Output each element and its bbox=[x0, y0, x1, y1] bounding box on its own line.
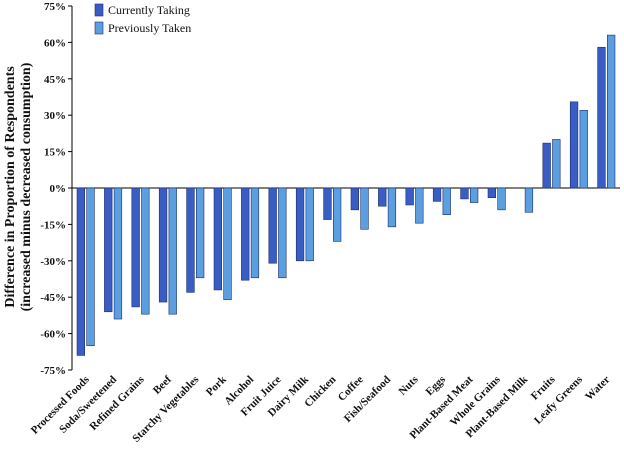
bar bbox=[323, 187, 332, 220]
y-tick-label: -30% bbox=[40, 256, 66, 268]
y-tick-label: 75% bbox=[44, 1, 66, 13]
bar bbox=[487, 187, 497, 199]
bar bbox=[86, 187, 95, 347]
bar bbox=[378, 187, 387, 207]
y-tick-label: -15% bbox=[40, 219, 66, 231]
bar bbox=[569, 101, 579, 189]
bar bbox=[552, 139, 561, 189]
bar bbox=[131, 187, 140, 308]
legend-text: Currently Taking bbox=[108, 3, 190, 17]
bar bbox=[76, 187, 85, 356]
bar bbox=[460, 187, 469, 200]
x-tick-label: Beef bbox=[151, 373, 174, 396]
x-tick-label: Nuts bbox=[397, 373, 422, 398]
bar bbox=[360, 187, 369, 230]
y-tick-label: 0% bbox=[50, 183, 67, 195]
legend-swatch bbox=[94, 21, 104, 35]
bar bbox=[606, 34, 616, 189]
bar bbox=[113, 187, 123, 320]
bar bbox=[387, 187, 397, 228]
x-tick-label: Eggs bbox=[424, 373, 449, 398]
bar bbox=[497, 187, 506, 211]
bar bbox=[415, 187, 424, 224]
bar bbox=[104, 187, 113, 313]
bar bbox=[213, 187, 222, 291]
y-tick-label: 30% bbox=[44, 110, 66, 122]
bar bbox=[542, 142, 551, 189]
legend-text: Previously Taken bbox=[108, 21, 191, 35]
bar bbox=[442, 187, 451, 215]
y-tick-label: 45% bbox=[44, 74, 66, 86]
bar bbox=[432, 187, 442, 202]
bar bbox=[295, 187, 305, 262]
bar bbox=[223, 187, 232, 300]
x-tick-label: Leafy Greens bbox=[532, 373, 586, 427]
y-axis-subtitle: (increased minus decreased consumption) bbox=[19, 62, 34, 311]
bar bbox=[186, 187, 195, 293]
y-tick-label: 60% bbox=[44, 37, 66, 49]
bar bbox=[597, 46, 606, 189]
bar bbox=[524, 187, 534, 213]
x-tick-label: Water bbox=[583, 374, 612, 403]
bar bbox=[158, 187, 168, 303]
bar bbox=[305, 187, 314, 262]
y-tick-label: -45% bbox=[40, 292, 66, 304]
bar bbox=[350, 187, 360, 211]
y-axis-title: Difference in Proportion of Respondents bbox=[3, 66, 18, 308]
y-tick-label: 15% bbox=[44, 147, 66, 159]
y-tick-label: -75% bbox=[40, 365, 66, 377]
bar bbox=[241, 187, 250, 281]
bar bbox=[579, 110, 588, 189]
bar bbox=[141, 187, 150, 315]
bar bbox=[278, 187, 287, 279]
bar bbox=[168, 187, 177, 315]
bar bbox=[405, 187, 414, 206]
bar bbox=[196, 187, 205, 279]
bar bbox=[250, 187, 260, 279]
bar bbox=[469, 187, 479, 203]
bar bbox=[268, 187, 277, 264]
y-tick-label: -60% bbox=[40, 329, 66, 341]
legend-swatch bbox=[94, 3, 104, 17]
bar bbox=[332, 187, 342, 242]
